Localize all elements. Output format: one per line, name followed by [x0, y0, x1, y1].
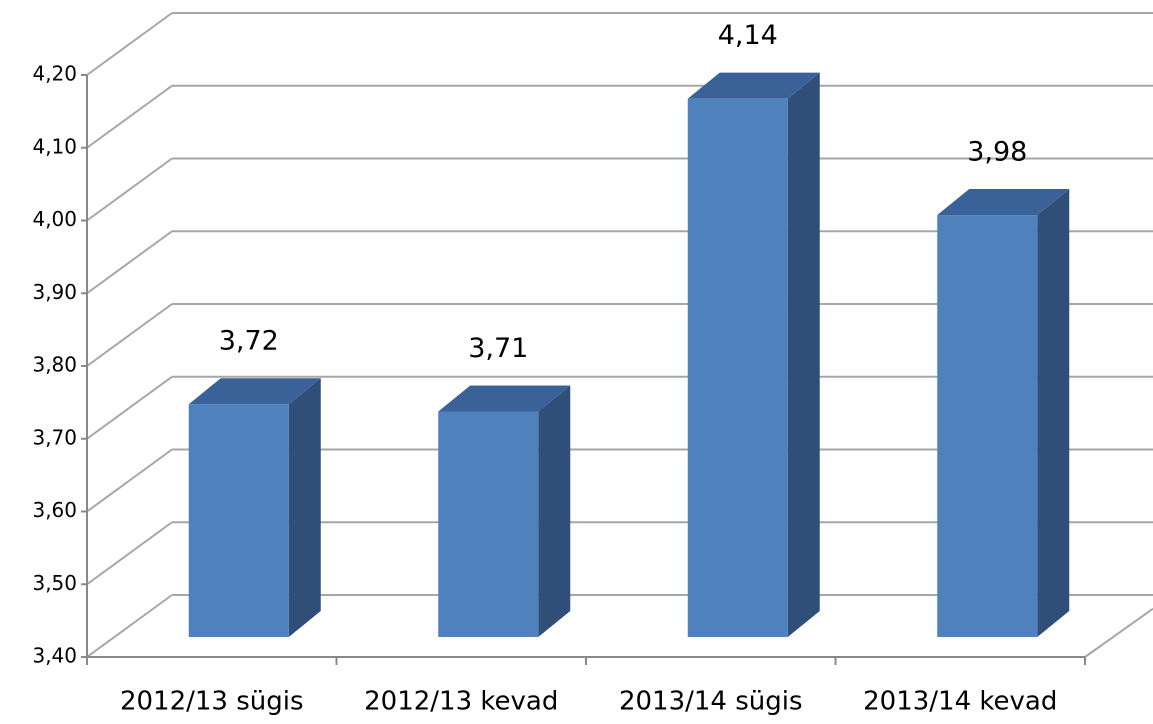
- bar: [188, 404, 289, 637]
- bar-side: [288, 378, 321, 637]
- bar-top: [687, 72, 820, 99]
- grid-line: [86, 230, 173, 295]
- bar-top: [188, 378, 321, 405]
- grid-line: [86, 157, 173, 222]
- x-tick-label: 2012/13 sügis: [120, 687, 304, 717]
- bar-side: [538, 385, 571, 637]
- grid-line: [86, 448, 173, 513]
- bar-side: [787, 72, 820, 637]
- grid-line: [86, 375, 173, 440]
- value-label: 3,98: [967, 137, 1027, 168]
- y-tick-label: 3,60: [32, 498, 77, 522]
- value-label: 3,71: [468, 333, 528, 364]
- grid-line: [86, 521, 173, 586]
- y-tick-label: 3,90: [32, 280, 77, 304]
- y-tick-label: 4,00: [32, 207, 77, 231]
- grid-line: [86, 594, 173, 658]
- y-tick-label: 3,80: [32, 353, 77, 377]
- bar: [438, 411, 539, 637]
- y-tick-label: 3,70: [32, 425, 77, 449]
- x-tick-label: 2013/14 kevad: [863, 687, 1057, 717]
- bar: [937, 215, 1038, 638]
- grid-line: [86, 12, 173, 76]
- grid-line: [86, 84, 173, 149]
- bar-top: [438, 385, 571, 412]
- value-label: 4,14: [718, 20, 778, 51]
- bar-top: [937, 189, 1070, 216]
- value-label: 3,72: [219, 326, 279, 357]
- floor-edge: [1084, 607, 1153, 658]
- x-tick-label: 2012/13 kevad: [364, 687, 558, 717]
- x-tick-label: 2013/14 sügis: [619, 687, 803, 717]
- y-tick-label: 3,40: [32, 644, 77, 668]
- y-tick-label: 4,20: [32, 62, 77, 86]
- bar: [687, 98, 788, 637]
- y-tick-label: 4,10: [32, 134, 77, 158]
- grid-line: [86, 303, 173, 367]
- y-tick-label: 3,50: [32, 571, 77, 595]
- bar-side: [1037, 189, 1070, 638]
